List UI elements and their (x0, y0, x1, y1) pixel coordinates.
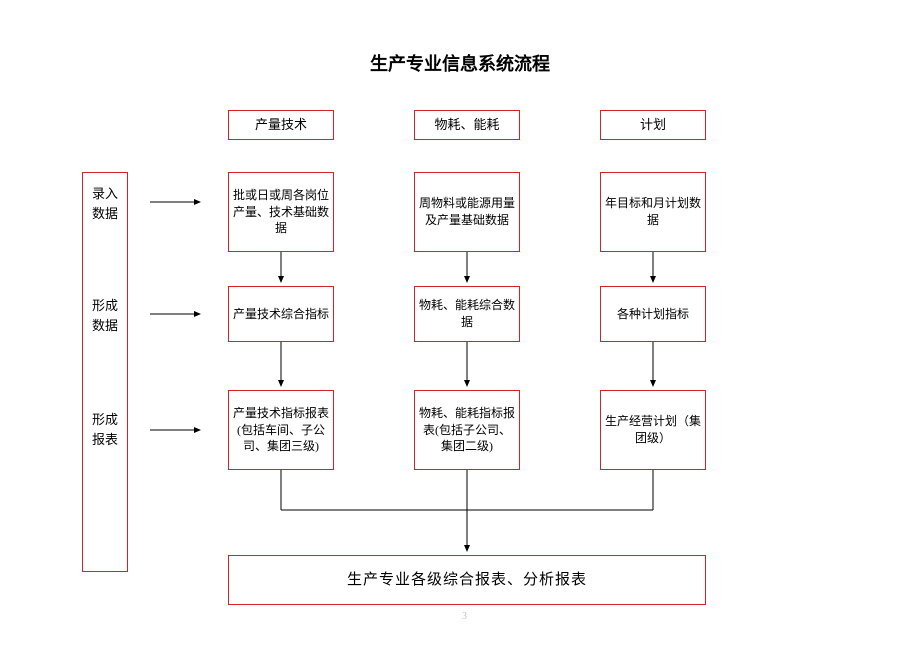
header-col2: 物耗、能耗 (414, 110, 520, 140)
node-r2-c1: 产量技术综合指标 (228, 286, 334, 342)
header-col1: 产量技术 (228, 110, 334, 140)
side-label-input: 录入数据 (90, 184, 120, 223)
side-label-form-data: 形成数据 (90, 296, 120, 335)
node-r3-c3: 生产经营计划（集团级） (600, 390, 706, 470)
page-number: 3 (462, 611, 467, 622)
header-col3: 计划 (600, 110, 706, 140)
node-r3-c1: 产量技术指标报表(包括车间、子公司、集团三级) (228, 390, 334, 470)
diagram-title: 生产专业信息系统流程 (0, 50, 920, 76)
side-category-box (82, 172, 128, 572)
node-r1-c3: 年目标和月计划数据 (600, 172, 706, 252)
side-label-form-report: 形成报表 (90, 410, 120, 449)
node-r2-c2: 物耗、能耗综合数据 (414, 286, 520, 342)
node-r2-c3: 各种计划指标 (600, 286, 706, 342)
node-r1-c2: 周物料或能源用量及产量基础数据 (414, 172, 520, 252)
node-r1-c1: 批或日或周各岗位产量、技术基础数据 (228, 172, 334, 252)
node-r3-c2: 物耗、能耗指标报表(包括子公司、集团二级) (414, 390, 520, 470)
node-final: 生产专业各级综合报表、分析报表 (228, 555, 706, 605)
